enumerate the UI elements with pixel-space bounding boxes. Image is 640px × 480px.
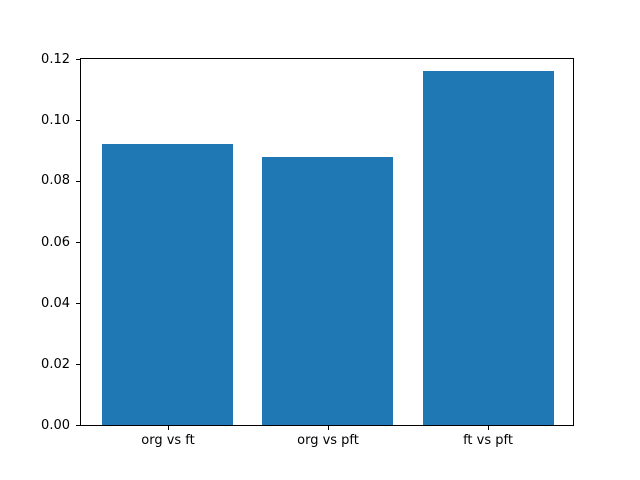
y-tick-label: 0.02 xyxy=(41,357,70,372)
x-tick-mark xyxy=(488,426,489,430)
y-tick-mark xyxy=(76,364,80,365)
y-tick-mark xyxy=(76,425,80,426)
x-tick-label: org vs ft xyxy=(141,433,195,448)
y-tick-label: 0.12 xyxy=(41,52,70,67)
y-tick-mark xyxy=(76,59,80,60)
y-tick-mark xyxy=(76,303,80,304)
y-tick-mark xyxy=(76,242,80,243)
bar-ft-vs-pft xyxy=(423,71,554,425)
x-tick-mark xyxy=(328,426,329,430)
x-tick-label: ft vs pft xyxy=(463,433,513,448)
y-tick-label: 0.00 xyxy=(41,418,70,433)
x-tick-mark xyxy=(168,426,169,430)
y-tick-label: 0.06 xyxy=(41,235,70,250)
y-tick-label: 0.08 xyxy=(41,173,70,188)
bar-org-vs-ft xyxy=(102,144,233,425)
y-tick-mark xyxy=(76,120,80,121)
y-tick-mark xyxy=(76,181,80,182)
x-tick-label: org vs pft xyxy=(297,433,359,448)
y-tick-label: 0.04 xyxy=(41,296,70,311)
bar-org-vs-pft xyxy=(262,157,393,425)
plot-area xyxy=(80,58,574,426)
y-tick-label: 0.10 xyxy=(41,113,70,128)
